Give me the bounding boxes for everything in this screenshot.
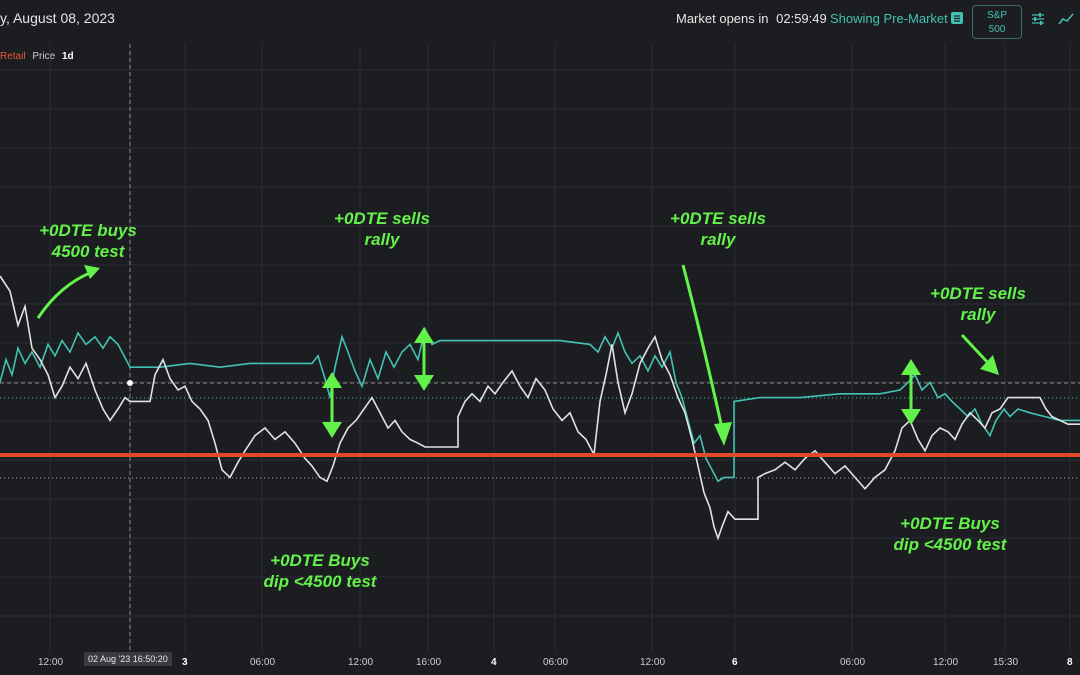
arrow-sells-drop-head: [714, 422, 732, 446]
annotation-6-line1: +0DTE Buys: [900, 514, 1000, 533]
arrow-sells-diag-head: [980, 355, 999, 375]
line-chart-icon-svg: [1058, 13, 1074, 25]
annotation-5-line2: dip <4500 test: [263, 572, 377, 591]
annotation-2-line1: +0DTE sells: [334, 209, 430, 228]
x-tick-label: 15:30: [993, 657, 1019, 668]
market-open-label: Market opens in: [676, 11, 769, 26]
price-series-line: [0, 275, 1080, 541]
x-tick-label: 6: [732, 657, 738, 668]
annotation-5-line1: +0DTE Buys: [270, 551, 370, 570]
annotation-3-line1: +0DTE sells: [670, 209, 766, 228]
legend-retail[interactable]: Retail: [0, 51, 26, 62]
annotation-1-line2: 4500 test: [51, 242, 125, 261]
legend-timeframe[interactable]: 1d: [61, 51, 74, 62]
double-arrow-3-bottom: [901, 409, 921, 425]
annotation-sells-rally-2: +0DTE sells rally: [658, 208, 778, 250]
x-tick-label: 12:00: [38, 657, 64, 668]
x-tick-label: 8: [1067, 657, 1073, 668]
double-arrow-1-top: [322, 372, 342, 388]
line-chart-icon[interactable]: [1058, 12, 1074, 30]
x-tick-label: 06:00: [250, 657, 276, 668]
chart-legend: Retail Price 1d: [0, 51, 74, 62]
legend-price[interactable]: Price: [32, 51, 56, 62]
date-label: y, August 08, 2023: [0, 10, 115, 26]
x-tick-label: 12:00: [348, 657, 374, 668]
sliders-icon[interactable]: [1031, 12, 1045, 30]
x-tick-label: 4: [491, 657, 497, 668]
chart-grid: [0, 44, 1080, 652]
top-bar: y, August 08, 2023 Market opens in 02:59…: [0, 0, 1080, 44]
crosshair-time-label: 02 Aug '23 16:50:20: [84, 652, 172, 666]
x-tick-label: 06:00: [543, 657, 569, 668]
x-tick-label: 06:00: [840, 657, 866, 668]
market-countdown: Market opens in 02:59:49: [676, 11, 827, 26]
double-arrow-3-top: [901, 359, 921, 375]
list-icon-svg: [951, 12, 963, 24]
curved-arrow-buys: [36, 270, 93, 319]
curved-arrow-buys-head: [84, 265, 100, 279]
annotation-3-line2: rally: [700, 230, 736, 249]
retail-series-line: [0, 326, 1080, 483]
annotation-4-line2: rally: [960, 305, 996, 324]
annotation-2-line2: rally: [364, 230, 400, 249]
arrow-sells-diag: [960, 333, 992, 367]
countdown-value: 02:59:49: [776, 11, 827, 26]
sp500-label-line2: 500: [988, 24, 1006, 35]
double-arrow-2-top: [414, 327, 434, 343]
annotation-buys-dip-2: +0DTE Buys dip <4500 test: [875, 513, 1025, 555]
crosshair-point: [127, 380, 133, 386]
sp500-button[interactable]: S&P 500: [972, 5, 1022, 39]
annotation-sells-rally-3: +0DTE sells rally: [918, 283, 1038, 325]
annotation-buys-dip-1: +0DTE Buys dip <4500 test: [245, 550, 395, 592]
arrow-sells-drop: [681, 264, 724, 429]
list-icon[interactable]: [950, 11, 964, 29]
x-tick-label: 12:00: [933, 657, 959, 668]
x-tick-label: 12:00: [640, 657, 666, 668]
annotation-buys-4500-test: +0DTE buys 4500 test: [28, 220, 148, 262]
annotation-4-line1: +0DTE sells: [930, 284, 1026, 303]
sp500-label-line1: S&P: [986, 10, 1007, 21]
x-tick-label: 3: [182, 657, 188, 668]
premarket-toggle[interactable]: Showing Pre-Market: [830, 11, 948, 26]
x-tick-label: 16:00: [416, 657, 442, 668]
double-arrow-2-bottom: [414, 375, 434, 391]
sliders-icon-svg: [1032, 13, 1044, 25]
annotation-1-line1: +0DTE buys: [39, 221, 137, 240]
double-arrow-1-bottom: [322, 422, 342, 438]
annotation-6-line2: dip <4500 test: [893, 535, 1007, 554]
annotation-arrows: [36, 264, 999, 446]
annotation-sells-rally-1: +0DTE sells rally: [322, 208, 442, 250]
